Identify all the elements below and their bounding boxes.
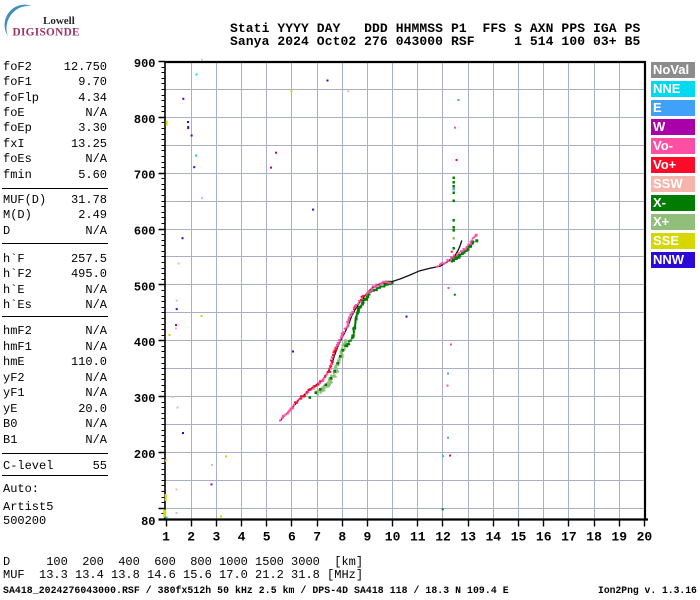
svg-text:15: 15 <box>511 530 527 545</box>
svg-text:9: 9 <box>363 530 371 545</box>
svg-text:14: 14 <box>485 530 501 545</box>
svg-text:500: 500 <box>134 280 156 294</box>
svg-text:900: 900 <box>134 57 156 71</box>
svg-text:DIGISONDE: DIGISONDE <box>13 27 80 39</box>
svg-text:4: 4 <box>238 530 246 545</box>
svg-text:13: 13 <box>460 530 476 545</box>
svg-text:12: 12 <box>435 530 451 545</box>
svg-text:20: 20 <box>637 530 653 545</box>
svg-text:80: 80 <box>141 515 155 529</box>
svg-text:600: 600 <box>134 225 156 239</box>
svg-text:19: 19 <box>611 530 627 545</box>
svg-text:200: 200 <box>134 448 156 462</box>
svg-text:300: 300 <box>134 392 156 406</box>
svg-text:6: 6 <box>288 530 296 545</box>
svg-text:17: 17 <box>561 530 577 545</box>
svg-text:10: 10 <box>385 530 401 545</box>
svg-text:1: 1 <box>162 530 170 545</box>
svg-text:5: 5 <box>263 530 271 545</box>
svg-text:800: 800 <box>134 113 156 127</box>
svg-text:8: 8 <box>338 530 346 545</box>
svg-text:18: 18 <box>586 530 602 545</box>
svg-text:7: 7 <box>313 530 321 545</box>
svg-text:700: 700 <box>134 169 156 183</box>
svg-text:16: 16 <box>536 530 552 545</box>
svg-text:11: 11 <box>410 530 426 545</box>
svg-text:3: 3 <box>212 530 220 545</box>
svg-text:Lowell: Lowell <box>43 15 75 27</box>
svg-text:400: 400 <box>134 336 156 350</box>
svg-text:2: 2 <box>187 530 195 545</box>
